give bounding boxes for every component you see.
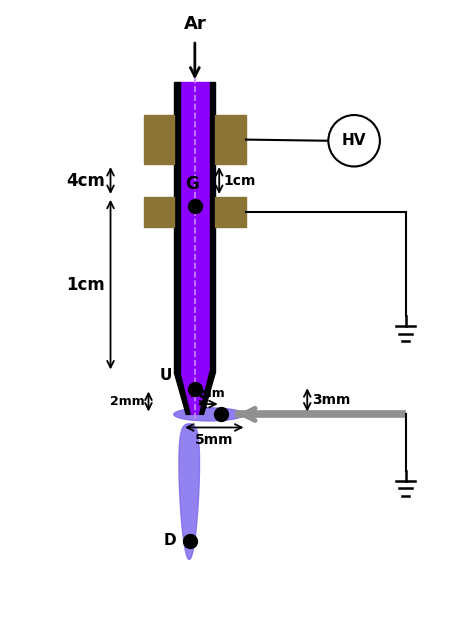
Bar	[144, 115, 174, 164]
Text: D: D	[164, 533, 176, 548]
Polygon shape	[174, 372, 190, 415]
Text: 1cm: 1cm	[223, 173, 255, 187]
Text: 4cm: 4cm	[66, 171, 105, 190]
Polygon shape	[179, 424, 200, 559]
Bar	[144, 197, 174, 227]
Text: U: U	[160, 368, 172, 383]
Ellipse shape	[174, 408, 244, 421]
Bar	[216, 197, 246, 227]
Text: G: G	[186, 175, 200, 193]
Bar	[210, 82, 216, 372]
Text: 5mm: 5mm	[195, 433, 234, 447]
Text: 1cm: 1cm	[66, 276, 105, 294]
Text: 2mm: 2mm	[110, 395, 145, 408]
Text: 3mm: 3mm	[312, 393, 350, 407]
Bar	[174, 82, 180, 372]
Polygon shape	[180, 372, 210, 415]
Bar	[216, 115, 246, 164]
Polygon shape	[200, 372, 216, 415]
Circle shape	[328, 115, 380, 166]
Text: Ar: Ar	[183, 15, 206, 33]
Bar	[180, 82, 210, 372]
Text: HV: HV	[342, 133, 366, 148]
Text: S: S	[198, 391, 209, 406]
Text: 2mm: 2mm	[191, 387, 225, 400]
